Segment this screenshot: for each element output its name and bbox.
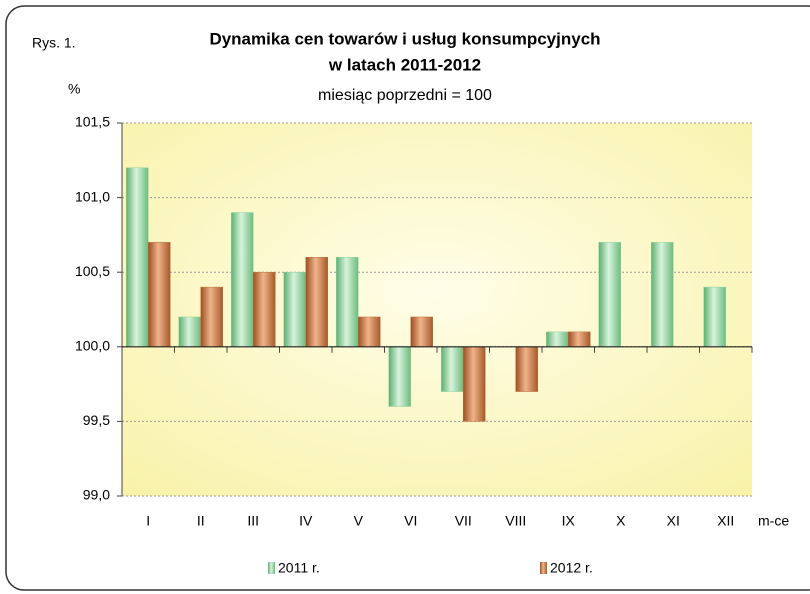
bar [388,346,411,407]
y-tick-label: 101,5 [75,114,110,130]
x-tick-label: VII [455,513,472,529]
bar [148,242,171,348]
bar [305,257,328,348]
bar [358,316,381,348]
chart-title: Dynamika cen towarów i usług konsumpcyjn… [209,29,600,48]
bar [598,242,621,348]
x-tick-label: I [146,513,150,529]
x-tick-label: IV [299,513,313,529]
bar [515,346,538,392]
bar [178,316,201,348]
bar [231,212,254,348]
bar [568,331,591,348]
legend-swatch [540,562,547,574]
x-axis-label: m-ce [758,513,789,529]
bar [651,242,674,348]
y-tick-label: 100,5 [75,263,110,279]
legend-swatch [268,562,275,574]
x-tick-label: XI [667,513,680,529]
bar [441,346,464,392]
legend-label: 2011 r. [278,560,320,576]
chart-title-line2: w latach 2011-2012 [328,55,481,74]
y-tick-label: 100,0 [75,338,110,354]
chart-subtitle: miesiąc poprzedni = 100 [318,87,492,104]
x-tick-label: IX [562,513,576,529]
bar [200,286,223,348]
bar [253,271,276,348]
bar [463,346,486,422]
bar [336,257,359,348]
legend-label: 2012 r. [550,560,593,576]
x-tick-label: III [247,513,259,529]
y-tick-label: 101,0 [75,188,110,204]
bar [126,167,149,348]
bar [410,316,433,348]
plot-area [122,123,752,496]
bar [703,286,726,348]
y-axis-label: % [68,81,80,97]
bar [283,271,306,348]
x-tick-label: X [616,513,626,529]
figure-label: Rys. 1. [32,35,76,51]
x-tick-label: VIII [505,513,526,529]
x-tick-label: VI [404,513,417,529]
x-tick-label: V [354,513,364,529]
bar [546,331,569,348]
x-tick-label: II [197,513,205,529]
x-tick-label: XII [717,513,734,529]
y-tick-label: 99,0 [83,487,110,503]
y-tick-label: 99,5 [83,412,110,428]
